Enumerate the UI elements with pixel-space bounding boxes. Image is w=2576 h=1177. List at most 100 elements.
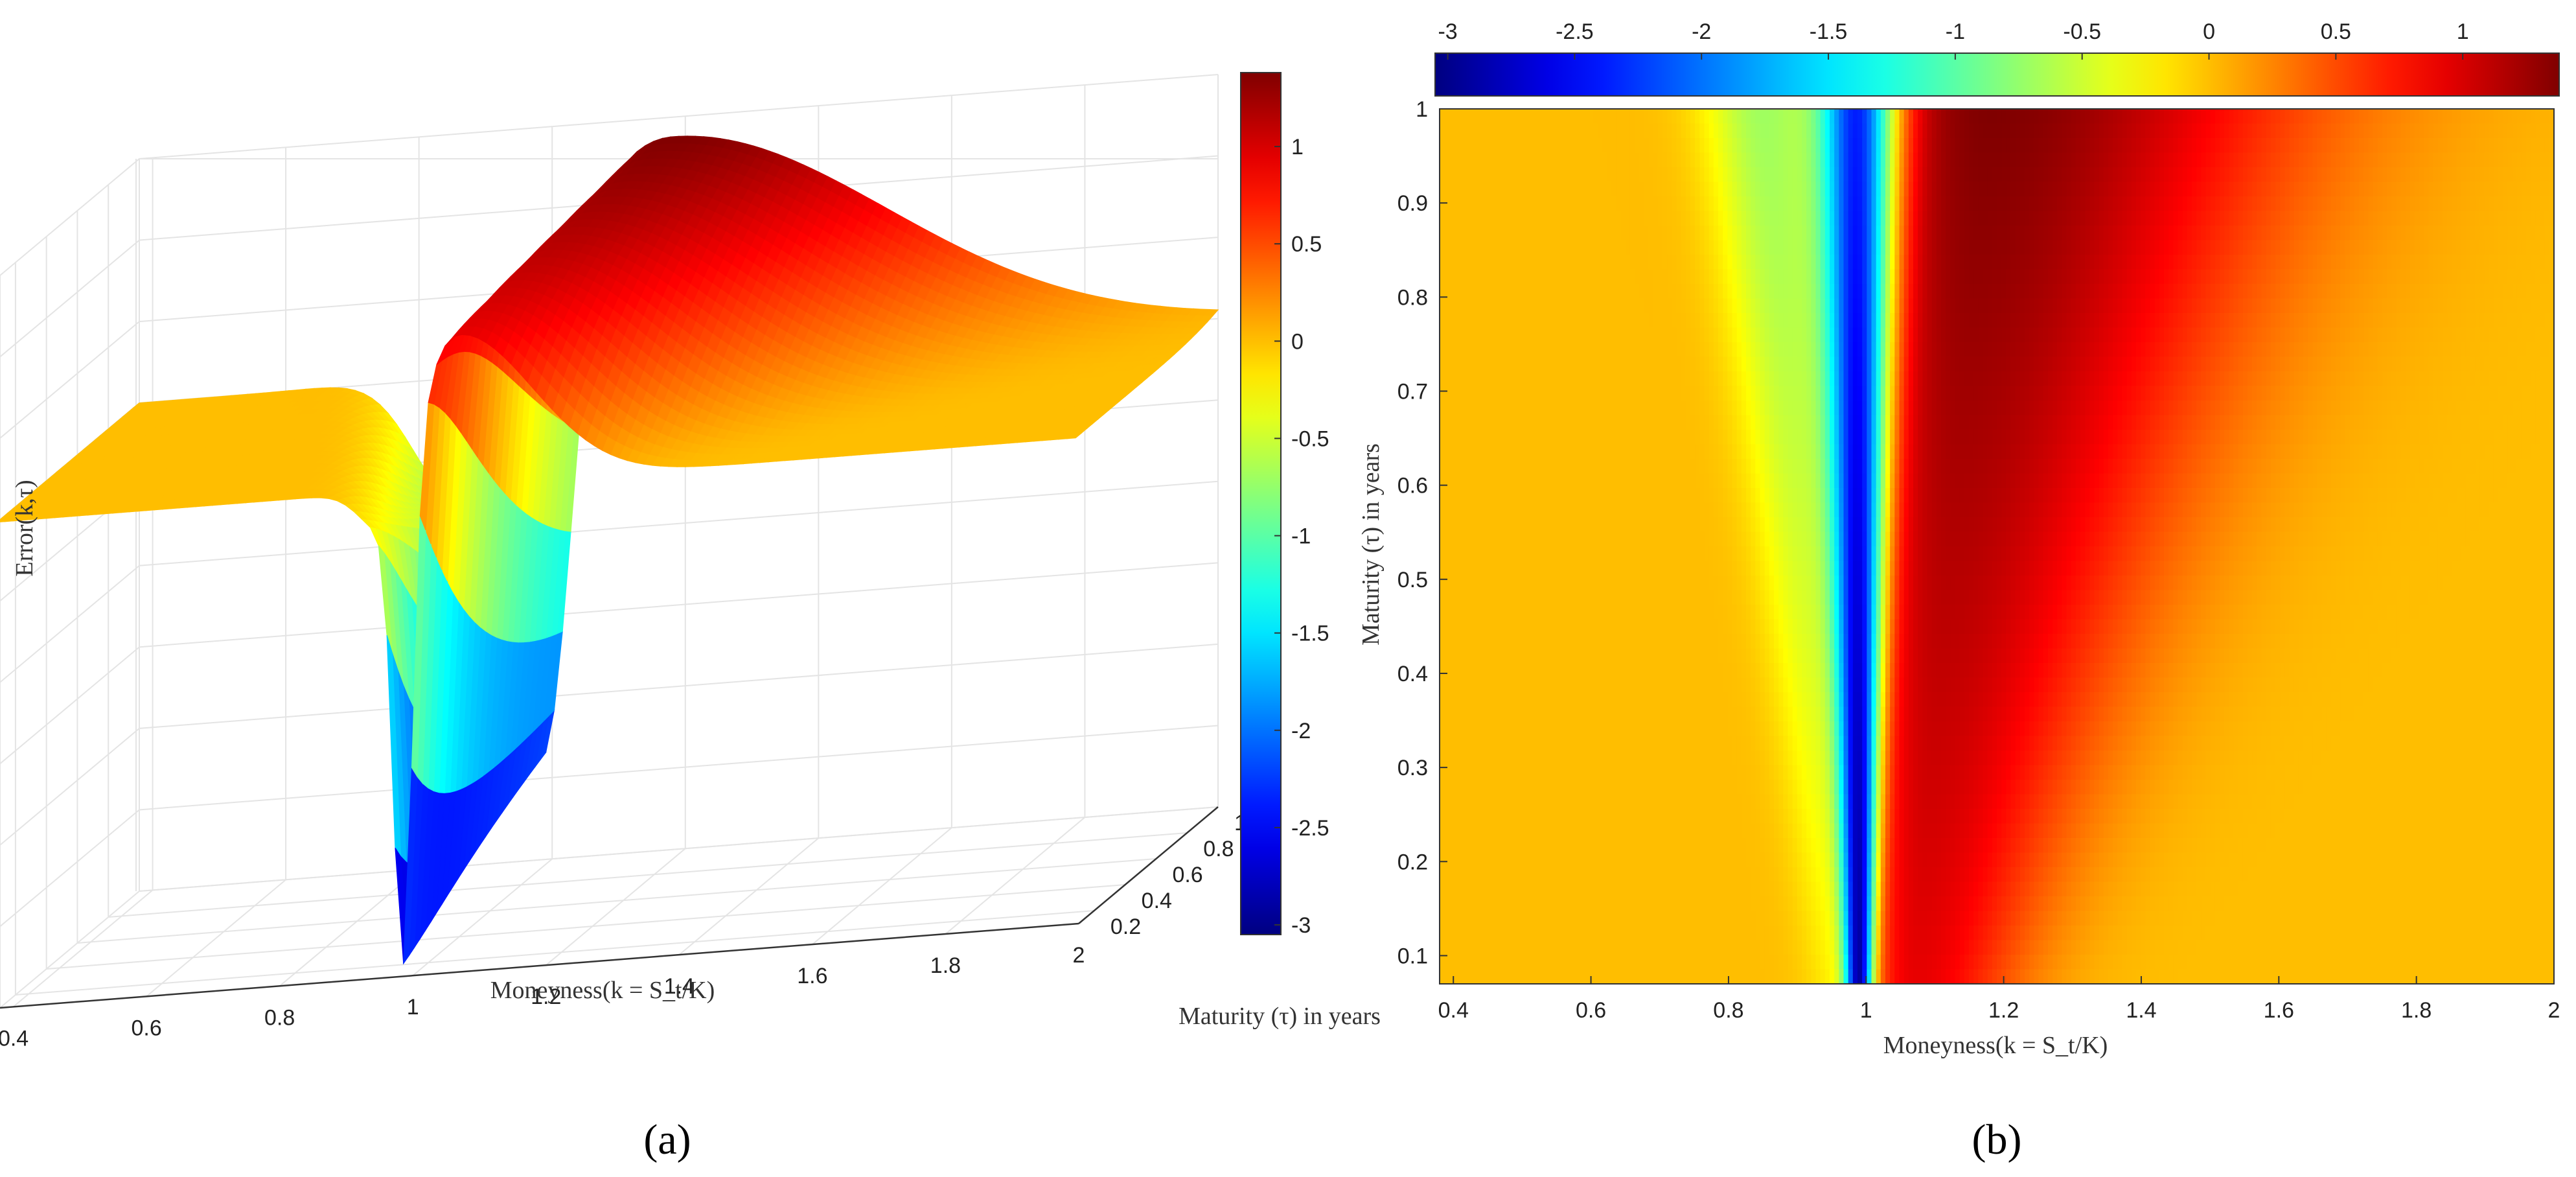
heatmap-cell [1815,123,1821,139]
heatmap-cell [2043,152,2049,168]
heatmap-cell [2396,167,2402,183]
heatmap-cell [2136,138,2141,154]
heatmap-cell [1556,152,1561,168]
heatmap-cell [2006,181,2012,197]
heatmap-cell [2242,109,2248,124]
heatmap-cell [1583,196,1589,212]
heatmap-cell [1625,167,1631,183]
heatmap-cell [1922,123,1928,139]
heatmap-cell [2396,181,2402,197]
heatmap-cell [2159,181,2165,197]
heatmap-cell [1607,138,1612,154]
heatmap-cell [2349,138,2355,154]
heatmap-cell [2173,167,2179,183]
heatmap-cell [2405,123,2411,139]
heatmap-cell [1672,181,1677,197]
heatmap-cell [2168,167,2174,183]
floor-grid-line [46,884,1125,970]
heatmap-cell [2187,181,2192,197]
heatmap-cell [1560,109,1566,124]
heatmap-cell [1797,138,1802,154]
heatmap-cell [1708,152,1714,168]
heatmap-cell [2303,109,2308,124]
heatmap-cell [2521,167,2527,183]
heatmap-cell [1611,152,1617,168]
heatmap-cell [1583,152,1589,168]
heatmap-cell [2075,123,2081,139]
heatmap-cell [1755,109,1761,124]
heatmap-cell [2019,167,2025,183]
heatmap-cell [2057,109,2063,124]
heatmap-cell [2071,109,2076,124]
heatmap-cell [2443,123,2448,139]
heatmap-cell [2493,152,2499,168]
heatmap-cell [1806,167,1812,183]
heatmap-cell [1588,109,1594,124]
heatmap-cell [1537,123,1543,139]
heatmap-cell [2516,152,2522,168]
heatmap-cell [1537,109,1543,124]
heatmap-cell [1978,123,1984,139]
heatmap-cell [1811,152,1817,168]
heatmap-cell [1941,109,1946,124]
heatmap-cell [1620,196,1626,212]
heatmap-cell [2526,138,2531,154]
heatmap-cell [2521,123,2527,139]
heatmap-cell [1662,181,1668,197]
heatmap-cell [1792,109,1798,124]
heatmap-cell [1611,196,1617,212]
heatmap-cell [2409,167,2415,183]
heatmap-cell [2257,152,2262,168]
heatmap-cell [2345,181,2351,197]
heatmap-cell [1751,152,1756,168]
heatmap-cell [2493,109,2499,124]
heatmap-cell [2507,167,2513,183]
heatmap-cell [1973,181,1979,197]
heatmap-cell [2349,109,2355,124]
heatmap-cell [2345,152,2351,168]
heatmap-cell [1880,181,1886,197]
heatmap-cell [2145,123,2151,139]
colorbar-tick-label: -1.5 [1291,622,1329,646]
heatmap-cell [2062,152,2067,168]
heatmap-cell [1908,181,1914,197]
heatmap-cell [1783,181,1789,197]
heatmap-cell [2122,123,2128,139]
heatmap-cell [2409,152,2415,168]
heatmap-cell [1620,181,1626,197]
heatmap-cell [2507,181,2513,197]
heatmap-cell [2117,123,2123,139]
heatmap-cell [2512,152,2518,168]
heatmap-cell [2150,109,2156,124]
heatmap-cell [1629,152,1635,168]
heatmap-cell [1746,138,1751,154]
heatmap-cell [2294,109,2299,124]
heatmap-cell [1913,109,1918,124]
heatmap-cell [2489,109,2494,124]
heatmap-cell [2484,109,2490,124]
heatmap-cell [1983,167,1988,183]
heatmap-cell [2182,181,2188,197]
heatmap [1440,109,2554,984]
heatmap-cell [1490,196,1496,212]
heatmap-cell [2001,109,2007,124]
heatmap-cell [2419,138,2425,154]
heatmap-cell [2062,138,2067,154]
heatmap-cell [2540,123,2546,139]
heatmap-cell [2159,138,2165,154]
heatmap-cell [1983,123,1988,139]
heatmap-cell [1481,181,1487,197]
heatmap-cell [2489,123,2494,139]
heatmap-cell [1718,152,1723,168]
heatmap-cell [2150,138,2156,154]
heatmap-cell [2224,123,2230,139]
heatmap-cell [2354,152,2360,168]
heatmap-cell [2145,109,2151,124]
heatmap-cell [2303,167,2308,183]
heatmap-cell [1672,167,1677,183]
heatmap-cell [1672,196,1677,212]
heatmap-cell [1560,123,1566,139]
heatmap-cell [1885,181,1891,197]
heatmap-cell [1593,109,1598,124]
heatmap-cell [2113,123,2119,139]
